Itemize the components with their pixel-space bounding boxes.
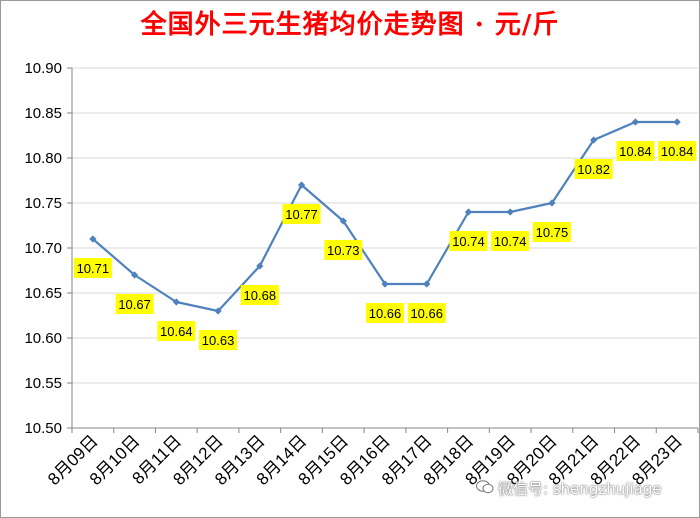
- data-point: [423, 280, 431, 288]
- price-series: [89, 118, 681, 315]
- data-point: [464, 208, 473, 216]
- svg-text:10.84: 10.84: [661, 144, 694, 159]
- y-tick-label: 10.85: [24, 105, 62, 122]
- svg-text:10.63: 10.63: [202, 333, 235, 348]
- data-point: [590, 136, 598, 144]
- svg-text:10.77: 10.77: [285, 207, 318, 222]
- data-label: 10.67: [115, 294, 154, 314]
- data-label: 10.74: [449, 231, 488, 251]
- data-label: 10.84: [658, 141, 697, 161]
- axes: [67, 67, 699, 433]
- y-tick-label: 10.75: [24, 195, 62, 212]
- watermark: 微信号: shengzhujiage: [476, 478, 662, 499]
- watermark-text: 微信号: shengzhujiage: [498, 480, 662, 498]
- data-label: 10.66: [407, 303, 446, 323]
- svg-text:10.64: 10.64: [160, 324, 193, 339]
- data-label: 10.71: [73, 258, 112, 278]
- svg-text:10.74: 10.74: [494, 234, 527, 249]
- y-tick-label: 10.70: [24, 240, 62, 257]
- data-labels: 10.71 10.67 10.64 10.63 10.68 10.77 10.73 10.66…: [73, 141, 697, 350]
- y-tick-label: 10.65: [24, 285, 62, 302]
- y-tick-label: 10.90: [24, 60, 62, 77]
- data-point: [297, 181, 306, 189]
- data-label: 10.66: [366, 303, 404, 323]
- data-label: 10.64: [157, 321, 196, 341]
- data-label: 10.68: [240, 285, 279, 305]
- data-point: [673, 118, 681, 126]
- y-axis-ticks: 10.50 10.55 10.60 10.65 10.70 10.75 10.80 10.85…: [24, 60, 62, 437]
- data-label: 10.73: [324, 240, 363, 260]
- y-tick-label: 10.50: [24, 420, 62, 437]
- data-label: 10.63: [199, 330, 238, 350]
- data-point: [89, 235, 97, 243]
- data-label: 10.77: [282, 204, 321, 224]
- data-point: [631, 118, 639, 126]
- data-point: [506, 208, 514, 216]
- chart-title: 全国外三元生猪均价走势图 · 元/斤: [140, 10, 560, 40]
- svg-text:10.66: 10.66: [369, 306, 402, 321]
- svg-text:10.82: 10.82: [577, 162, 610, 177]
- data-label: 10.84: [616, 141, 655, 161]
- y-tick-label: 10.80: [24, 150, 62, 167]
- svg-text:10.84: 10.84: [619, 144, 652, 159]
- data-point: [548, 199, 556, 207]
- data-point: [256, 262, 264, 270]
- svg-text:10.75: 10.75: [536, 225, 569, 240]
- svg-text:10.74: 10.74: [452, 234, 485, 249]
- y-tick-label: 10.55: [24, 375, 62, 392]
- data-label: 10.75: [532, 222, 571, 242]
- wechat-icon: [476, 480, 494, 498]
- y-tick-label: 10.60: [24, 330, 62, 347]
- svg-text:10.66: 10.66: [410, 306, 443, 321]
- data-point: [381, 280, 389, 288]
- data-point: [131, 271, 139, 279]
- data-point: [214, 307, 222, 315]
- svg-text:10.71: 10.71: [77, 261, 110, 276]
- svg-text:10.68: 10.68: [244, 288, 277, 303]
- data-label: 10.74: [491, 231, 530, 251]
- data-label: 10.82: [574, 159, 613, 179]
- data-point: [172, 298, 180, 306]
- svg-text:10.67: 10.67: [118, 297, 151, 312]
- svg-text:10.73: 10.73: [327, 243, 360, 258]
- data-point: [339, 217, 347, 225]
